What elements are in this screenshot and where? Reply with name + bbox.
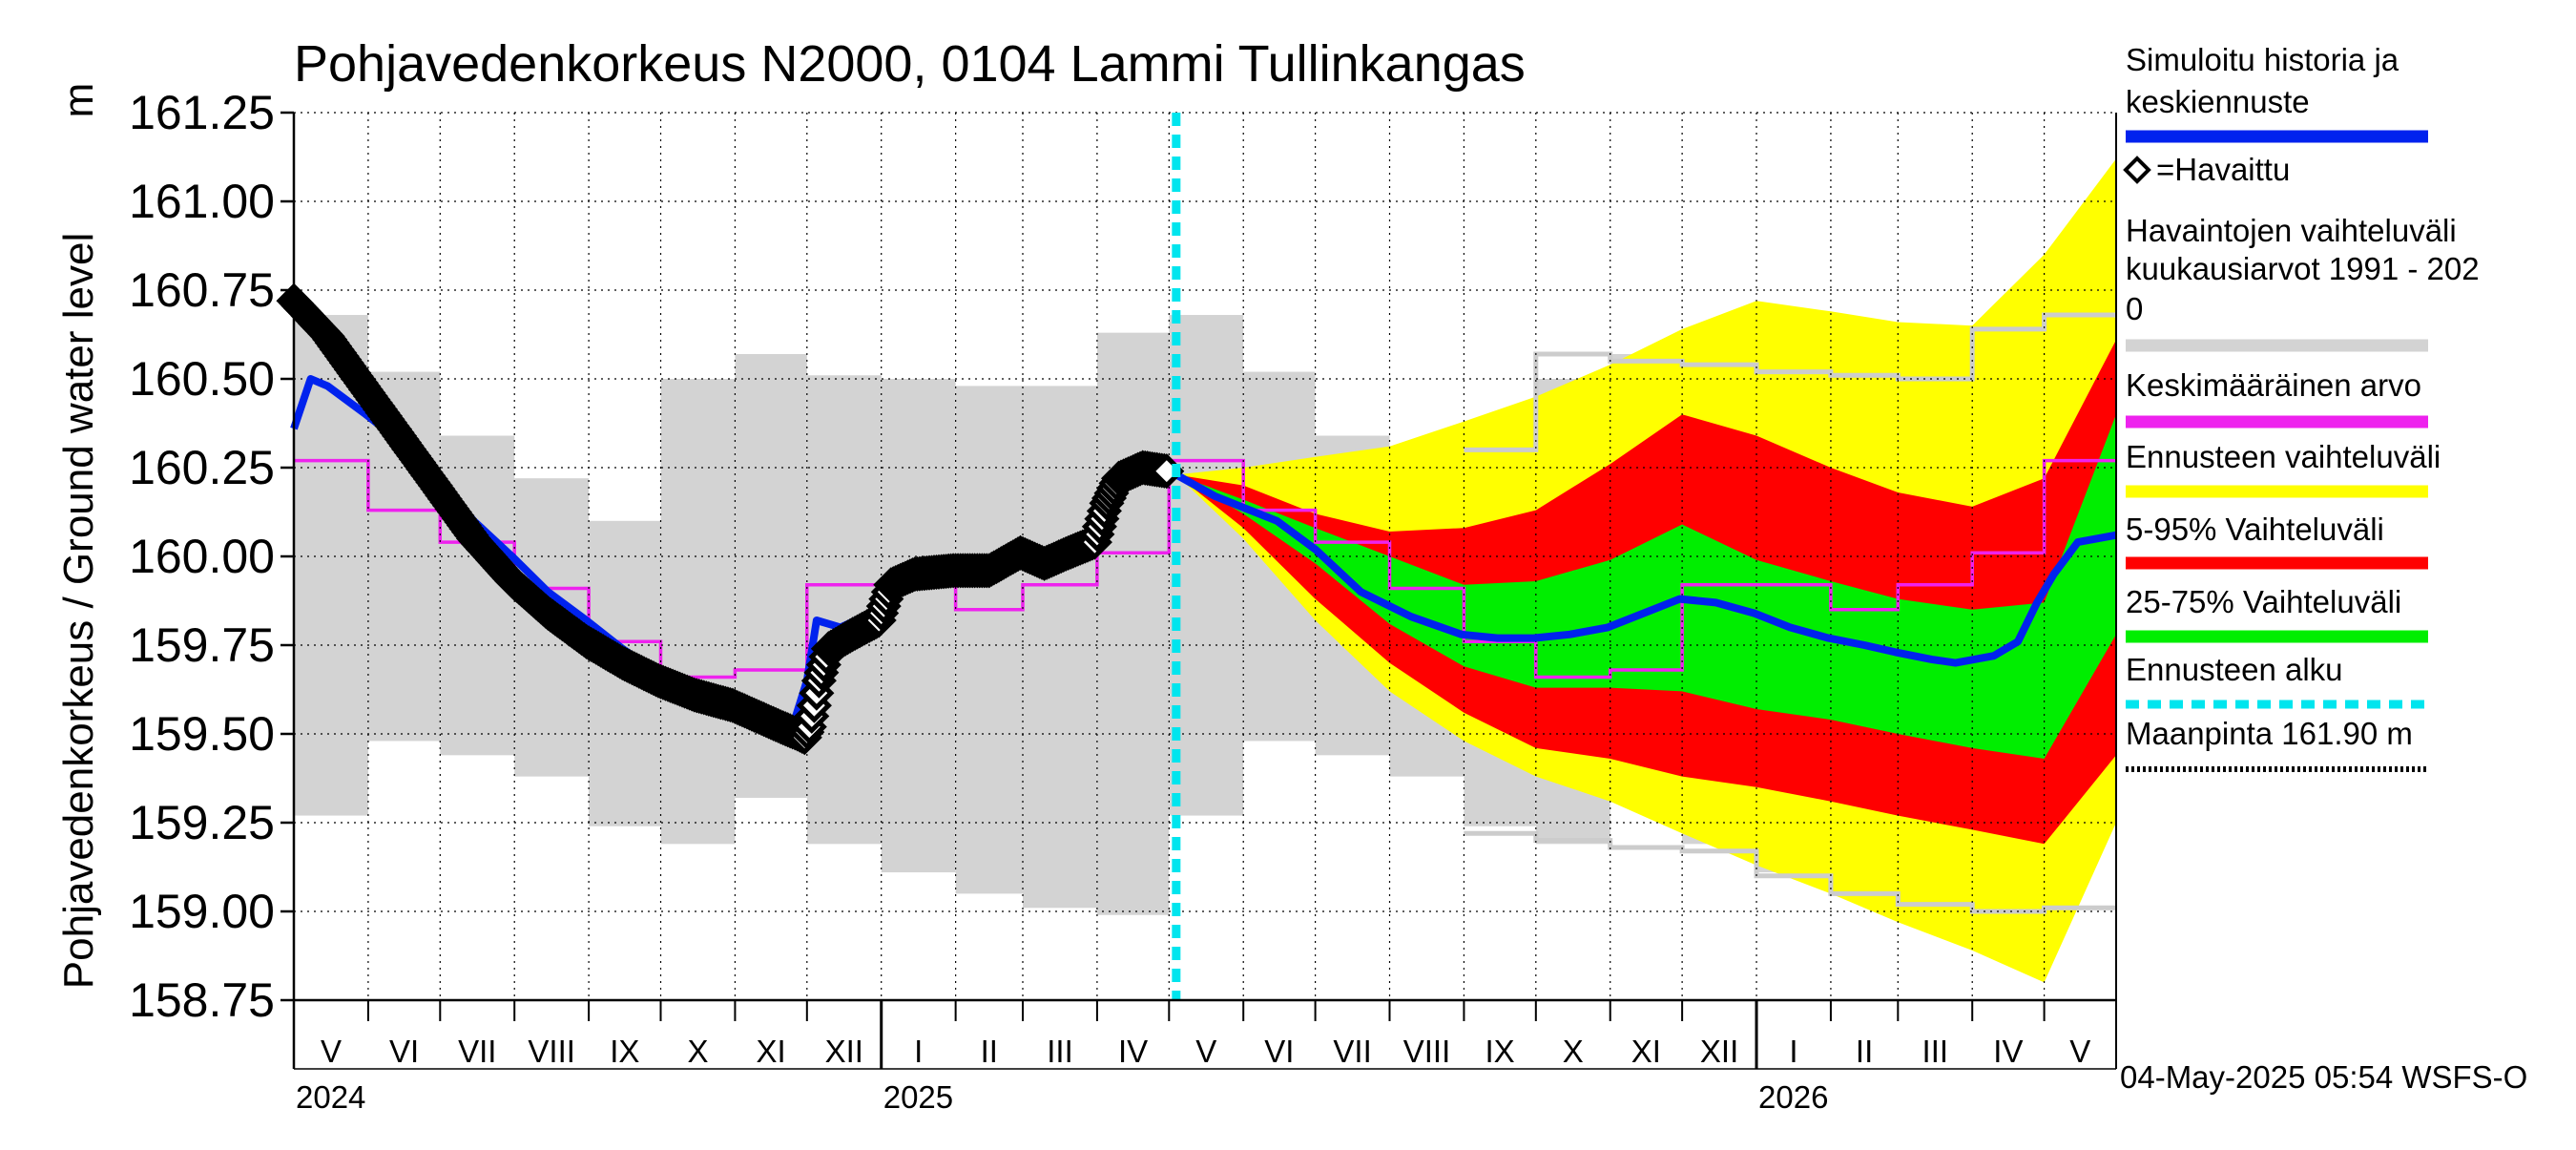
legend-label: Maanpinta 161.90 m [2126, 716, 2413, 751]
forecast-25-75-area [1175, 414, 2116, 759]
hist-range-block [955, 386, 1023, 894]
hist-range-block [881, 379, 956, 873]
y-tick-label: 159.00 [129, 885, 275, 938]
month-label: V [321, 1034, 342, 1069]
y-tick-label: 159.75 [129, 618, 275, 672]
legend-label: 0 [2126, 291, 2143, 326]
month-label: X [1563, 1034, 1584, 1069]
hist-range-block [660, 379, 736, 845]
month-label: III [1922, 1034, 1949, 1069]
month-label: VII [458, 1034, 496, 1069]
legend-label: =Havaittu [2156, 152, 2290, 187]
legend-label: keskiennuste [2126, 84, 2310, 119]
forecast-25-75-band [1175, 414, 2116, 759]
legend-label: 25-75% Vaihteluväli [2126, 584, 2401, 619]
month-label: V [2069, 1034, 2090, 1069]
observed-series [276, 282, 1185, 756]
month-label: X [687, 1034, 708, 1069]
year-label: 2025 [883, 1079, 953, 1115]
hist-range-block [1023, 386, 1097, 909]
legend-label: Havaintojen vaihteluväli [2126, 213, 2457, 248]
legend-swatch-diamond [2123, 156, 2151, 184]
chart-title: Pohjavedenkorkeus N2000, 0104 Lammi Tull… [294, 35, 1526, 93]
legend-label: 5-95% Vaihteluväli [2126, 512, 2384, 547]
axes [292, 113, 2117, 1070]
y-axis-label: Pohjavedenkorkeus / Ground water level [55, 233, 102, 989]
month-label: I [914, 1034, 923, 1069]
y-axis-unit: m [55, 83, 102, 118]
legend-label: Keskimääräinen arvo [2126, 367, 2421, 403]
hist-extreme-max-line [1464, 312, 2116, 452]
y-tick-label: 159.50 [129, 707, 275, 761]
month-label: VI [1264, 1034, 1294, 1069]
month-label: IX [1485, 1034, 1515, 1069]
month-label: II [1856, 1034, 1873, 1069]
year-label: 2024 [296, 1079, 365, 1115]
y-tick-label: 161.00 [129, 175, 275, 228]
x-axis-months: V VI VII VIII IX X XI XII I II III IV V VI VII VIII IX X X… [296, 1000, 2090, 1115]
month-label: V [1195, 1034, 1216, 1069]
y-tick-label: 158.75 [129, 973, 275, 1027]
hist-range-block [1169, 315, 1244, 816]
y-tick-label: 160.00 [129, 530, 275, 583]
month-label: IX [610, 1034, 639, 1069]
month-label: XII [1700, 1034, 1738, 1069]
month-label: II [981, 1034, 998, 1069]
y-tick-label: 161.25 [129, 86, 275, 139]
year-label: 2026 [1758, 1079, 1828, 1115]
month-label: XII [825, 1034, 863, 1069]
legend-label: Ennusteen vaihteluväli [2126, 439, 2441, 474]
y-axis-ticks: 161.25 161.00 160.75 160.50 160.25 160.00 159.… [129, 86, 294, 1027]
month-label: VII [1333, 1034, 1371, 1069]
y-tick-label: 160.75 [129, 263, 275, 317]
month-label: I [1789, 1034, 1797, 1069]
timestamp: 04-May-2025 05:54 WSFS-O [2120, 1059, 2527, 1095]
month-label: VIII [1403, 1034, 1451, 1069]
grid-lines [294, 112, 2116, 1001]
month-label: VI [389, 1034, 419, 1069]
legend: Simuloitu historia ja keskiennuste =Havait… [2123, 42, 2480, 772]
legend-label: kuukausiarvot 1991 - 202 [2126, 251, 2480, 286]
legend-label: Ennusteen alku [2126, 652, 2343, 687]
month-label: VIII [528, 1034, 575, 1069]
month-label: IV [1993, 1034, 2023, 1069]
month-label: XI [757, 1034, 786, 1069]
legend-label: Simuloitu historia ja [2126, 42, 2399, 77]
hist-range-block [440, 435, 515, 756]
hist-range-block [1096, 332, 1170, 915]
y-tick-label: 160.50 [129, 352, 275, 406]
y-tick-label: 159.25 [129, 796, 275, 849]
month-label: XI [1631, 1034, 1661, 1069]
month-label: IV [1118, 1034, 1148, 1069]
month-label: III [1047, 1034, 1073, 1069]
y-tick-label: 160.25 [129, 441, 275, 494]
